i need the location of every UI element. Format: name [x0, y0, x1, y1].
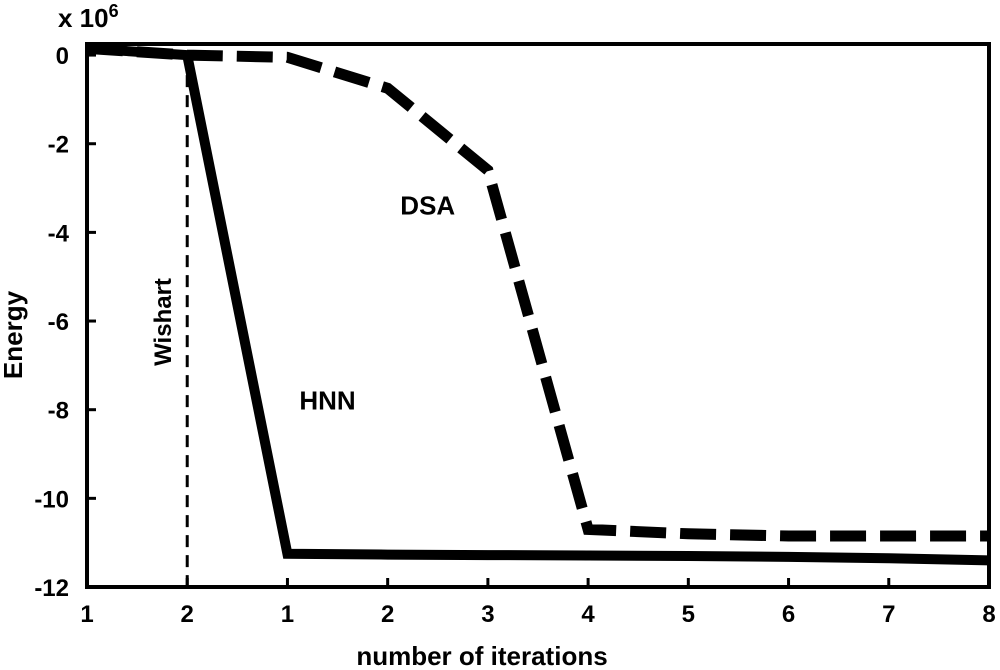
- x-tick-label: 4: [581, 601, 595, 628]
- data-point-hnn: [86, 47, 88, 49]
- x-tick-label: 7: [882, 601, 895, 628]
- data-point-hnn: [387, 554, 389, 556]
- data-point-dsa: [687, 533, 689, 535]
- series-line-hnn: [86, 43, 990, 566]
- y-multiplier-base: x 10: [58, 3, 109, 33]
- x-tick-label: 2: [181, 601, 194, 628]
- data-point-hnn: [587, 555, 589, 557]
- data-point-dsa: [286, 56, 288, 58]
- data-point-hnn: [186, 54, 188, 56]
- data-point-dsa: [788, 535, 790, 537]
- data-point-hnn: [888, 557, 890, 559]
- y-axis-title: Energy: [0, 290, 28, 379]
- data-point-dsa: [988, 535, 990, 537]
- x-tick-label: 2: [381, 601, 394, 628]
- x-tick-label: 1: [80, 601, 93, 628]
- data-point-dsa: [487, 169, 489, 171]
- data-point-hnn: [988, 559, 990, 561]
- y-tick-label: -2: [48, 132, 69, 159]
- x-tick-label: 6: [782, 601, 795, 628]
- plot-area: 0 -2 -4 -6 -8 -10 -12 1 2 1 2 3 4 5 6 7 8 Wishart DSA HNN: [34, 42, 996, 628]
- y-tick-label: -6: [48, 309, 69, 336]
- y-multiplier-label: x 106: [58, 1, 119, 33]
- x-tick-label: 3: [481, 601, 494, 628]
- x-tick-label: 1: [281, 601, 294, 628]
- wishart-label: Wishart: [150, 278, 177, 366]
- plot-frame: [85, 42, 991, 589]
- series-label-dsa: DSA: [400, 191, 455, 221]
- data-point-dsa: [888, 535, 890, 537]
- data-point-dsa: [587, 528, 589, 530]
- y-multiplier-exponent: 6: [109, 1, 119, 21]
- x-axis-title: number of iterations: [356, 641, 607, 670]
- y-tick-label: -12: [34, 575, 69, 602]
- y-tick-label: -4: [48, 220, 70, 247]
- data-point-hnn: [286, 553, 288, 555]
- data-point-hnn: [788, 556, 790, 558]
- x-tick-label: 8: [982, 601, 995, 628]
- y-tick-label: -10: [34, 486, 69, 513]
- y-tick-label: -8: [48, 398, 69, 425]
- x-tick-label: 5: [682, 601, 695, 628]
- series-line-dsa: [86, 42, 989, 542]
- series-label-hnn: HNN: [299, 386, 355, 416]
- data-point-dsa: [387, 87, 389, 89]
- data-point-hnn: [487, 554, 489, 556]
- data-point-hnn: [687, 555, 689, 557]
- y-tick-label: 0: [56, 43, 69, 70]
